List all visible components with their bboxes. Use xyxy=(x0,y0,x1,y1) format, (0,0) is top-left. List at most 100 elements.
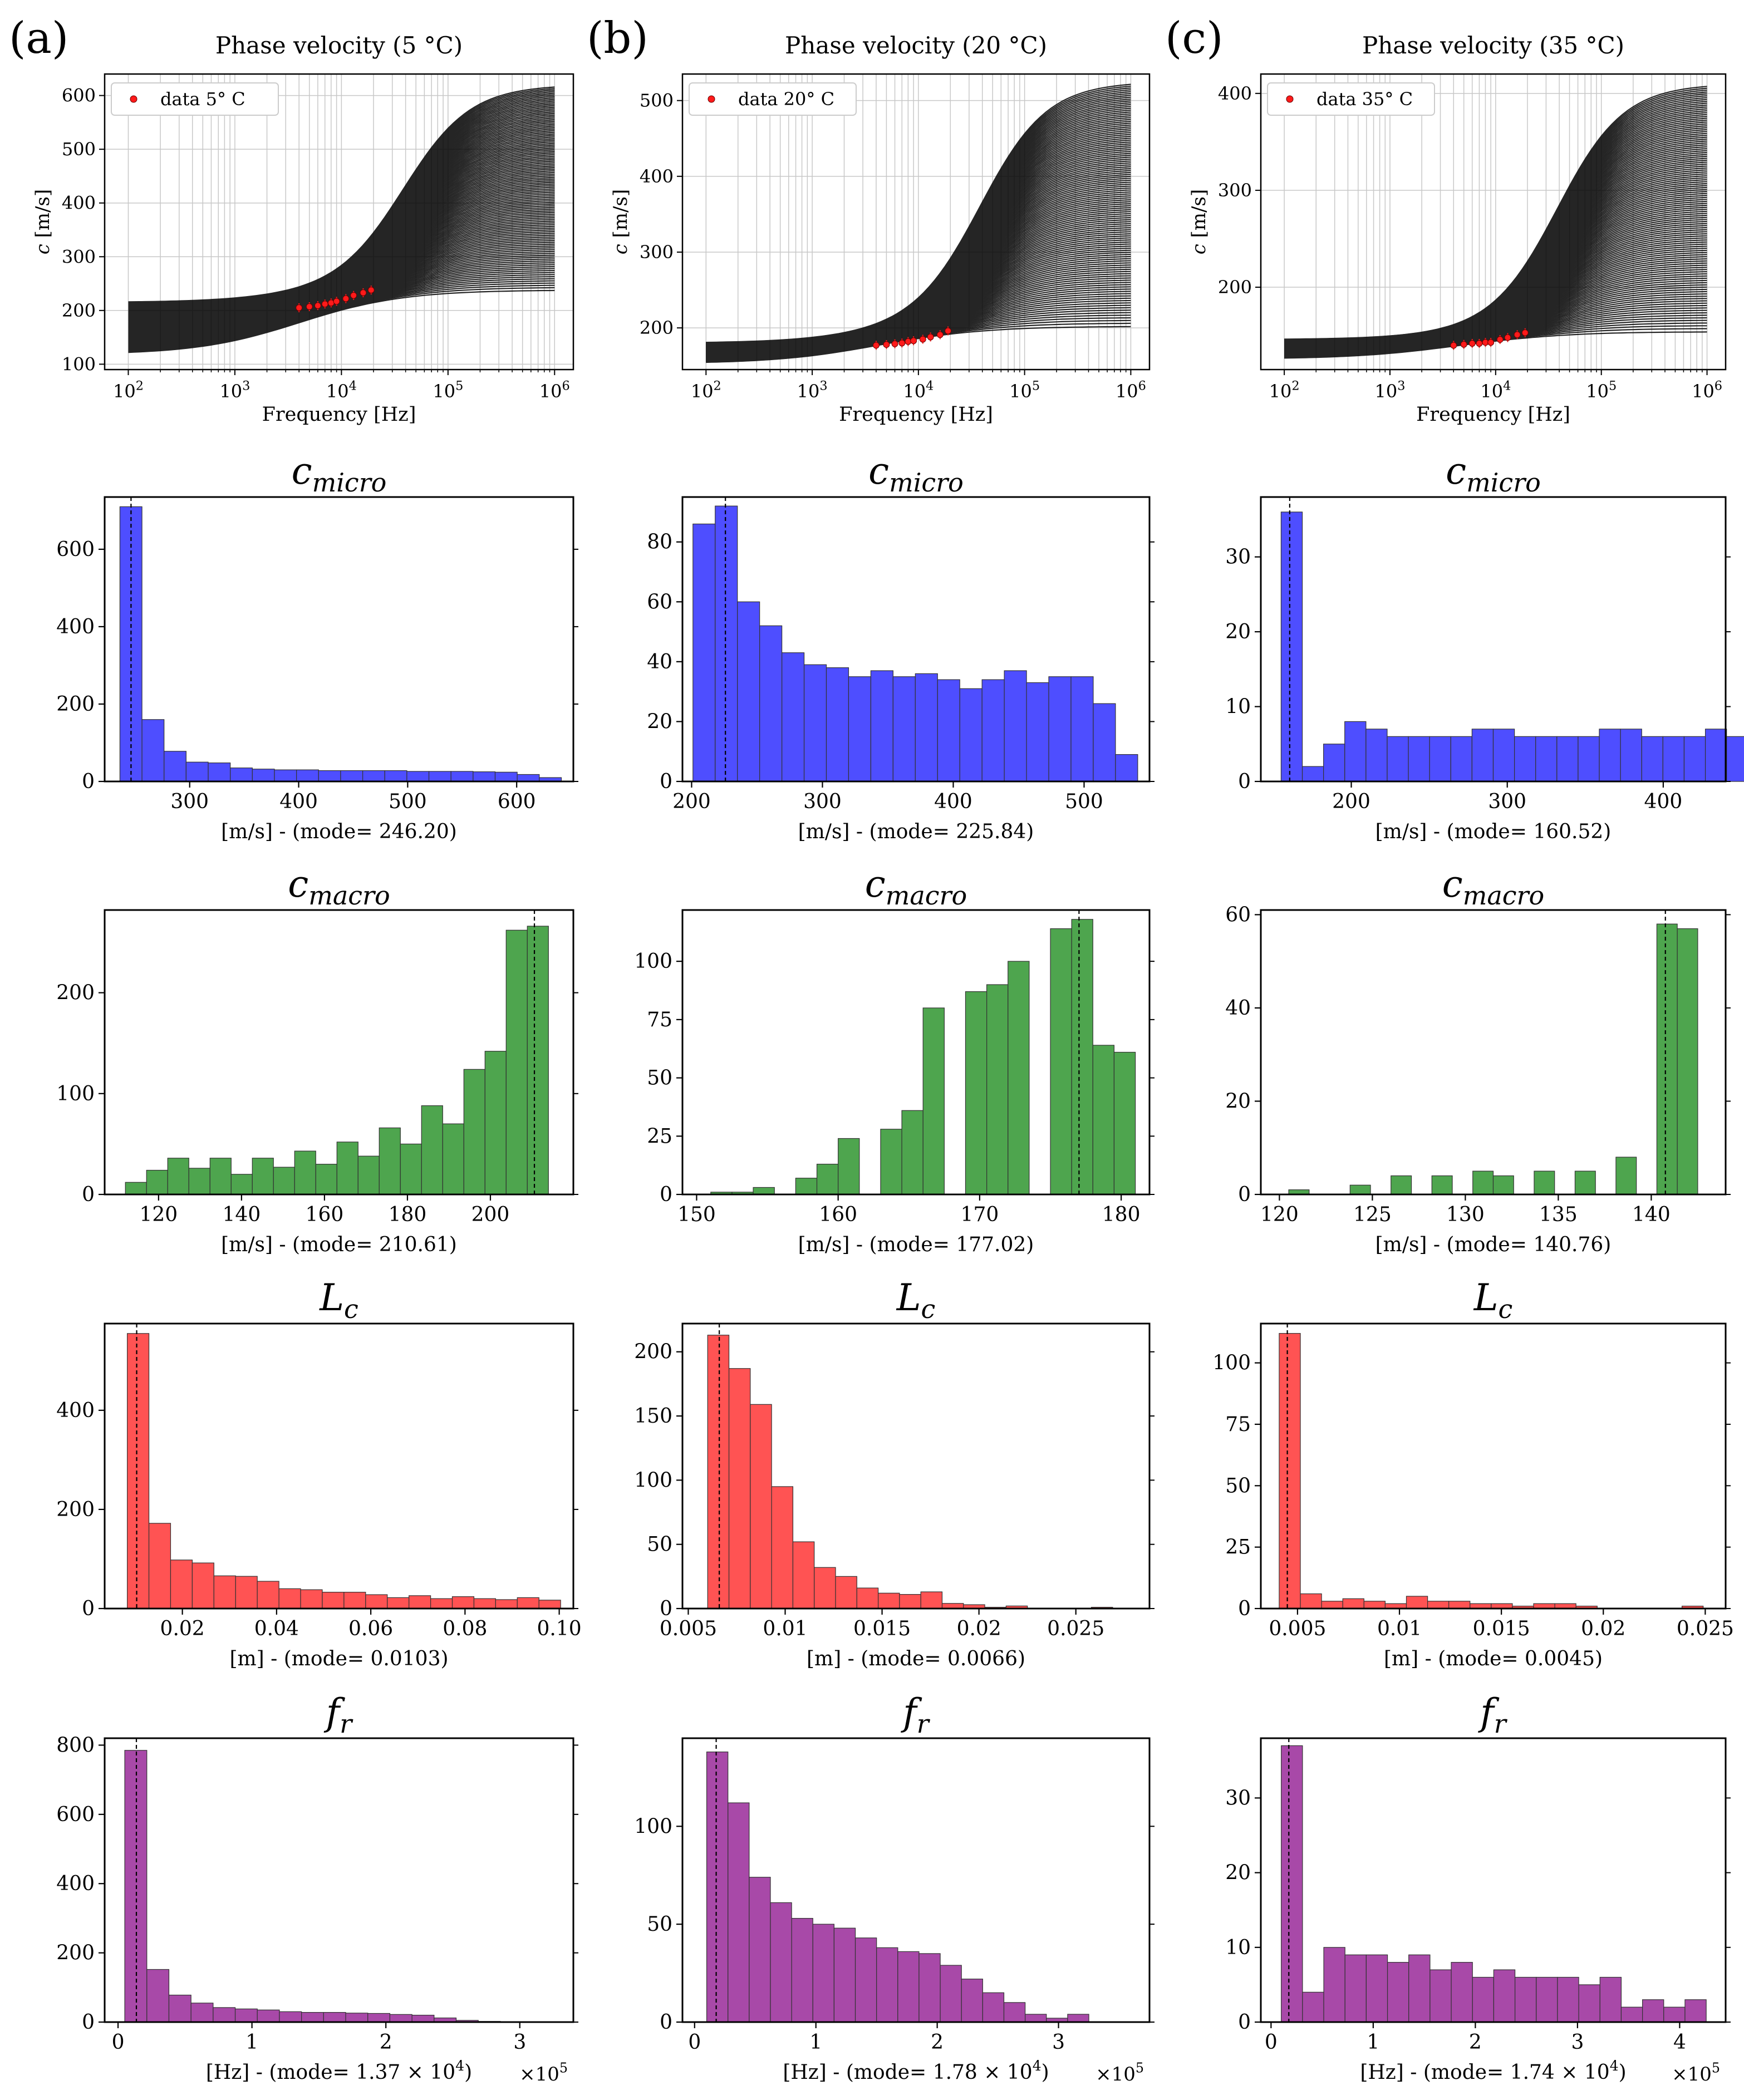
histogram-bar xyxy=(1408,736,1430,782)
y-tick-label: 75 xyxy=(647,1009,672,1031)
y-tick-label: 150 xyxy=(634,1405,672,1428)
x-tick-label: 0.005 xyxy=(1269,1617,1326,1640)
y-tick-label: 50 xyxy=(647,1913,672,1936)
x-tick-label: 2 xyxy=(1469,2031,1482,2054)
histogram-bar xyxy=(986,984,1009,1195)
data-point xyxy=(1496,336,1504,343)
histogram-bar xyxy=(795,1178,818,1195)
data-point xyxy=(910,337,917,345)
plot-frame xyxy=(1260,496,1727,783)
y-tick-label: 0 xyxy=(1238,2011,1251,2034)
histogram-bar xyxy=(1514,736,1536,782)
histogram-bar xyxy=(300,1589,323,1609)
histogram-bar xyxy=(1534,1171,1555,1195)
histogram-bar xyxy=(421,1105,443,1195)
histogram-bar xyxy=(937,679,960,782)
histogram-fr-(b): 0 1 2 3 0 50 100 fr [Hz] - (mode= 1.78 × 104) ×10… xyxy=(634,1691,1155,2086)
y-tick-label: 300 xyxy=(1218,180,1252,201)
phase-velocity-chart-(c): 102 103 104 105 106 200 300 400 Phase velocity (… xyxy=(1188,32,1727,426)
legend-marker xyxy=(130,95,137,103)
x-tick-label: 106 xyxy=(1116,379,1146,402)
data-point xyxy=(1460,341,1467,348)
y-tick-label: 40 xyxy=(1225,997,1251,1020)
histogram-bar xyxy=(1004,670,1027,782)
histogram-bar xyxy=(235,1576,258,1609)
histogram-micro-(a): 300 400 500 600 0 200 400 600 cmicro [m/s] - (mod… xyxy=(56,450,578,843)
chart-title: cmicro xyxy=(292,450,387,498)
y-axis-label: c [m/s] xyxy=(32,189,54,255)
data-point xyxy=(296,304,303,311)
legend-marker xyxy=(1286,95,1294,103)
x-tick-label: 180 xyxy=(389,1203,427,1226)
histogram-bar xyxy=(1321,1601,1343,1609)
histogram-bar xyxy=(1620,2006,1643,2023)
histogram-bar xyxy=(473,771,496,782)
phase-velocity-chart-(a): 102 103 104 105 106 100 200 300 400 500 600 Phase v… xyxy=(32,32,574,426)
histogram-bar xyxy=(1300,1593,1322,1609)
plot-frame xyxy=(1260,1737,1727,2023)
x-tick-label: 103 xyxy=(797,379,828,402)
histogram-bar xyxy=(1574,1171,1596,1195)
y-tick-label: 0 xyxy=(660,1597,672,1620)
histogram-bar xyxy=(252,1158,274,1195)
histogram-bar xyxy=(343,1592,366,1609)
chart-title: fr xyxy=(900,1691,930,1739)
curve-family xyxy=(128,86,555,353)
histogram-bar xyxy=(213,2007,236,2023)
histogram-bar xyxy=(279,2011,302,2023)
histogram-bar xyxy=(803,664,827,782)
plot-frame xyxy=(104,496,574,783)
y-tick-label: 400 xyxy=(640,166,674,187)
y-tick-label: 30 xyxy=(1225,546,1251,569)
x-tick-label: 200 xyxy=(1332,790,1370,813)
y-tick-label: 60 xyxy=(647,591,672,613)
histogram-bar xyxy=(812,1924,835,2023)
x-tick-label: 105 xyxy=(1586,379,1617,402)
chart-title: cmacro xyxy=(1442,863,1544,911)
histogram-bar xyxy=(1683,736,1706,782)
histogram-bar xyxy=(981,679,1005,782)
histogram-bar xyxy=(367,2013,391,2023)
y-tick-label: 600 xyxy=(62,85,96,106)
x-tick-label: 0.015 xyxy=(853,1617,911,1640)
y-tick-label: 400 xyxy=(56,616,95,638)
histogram-bar xyxy=(918,1953,941,2023)
x-tick-label: 0.005 xyxy=(660,1617,717,1640)
y-tick-label: 75 xyxy=(1225,1413,1251,1436)
histogram-bar xyxy=(1323,1947,1345,2023)
histogram-bar xyxy=(430,1598,453,1609)
histogram-bar xyxy=(411,2014,435,2023)
x-tick-label: 400 xyxy=(279,790,318,813)
phase-velocity-chart-(b): 102 103 104 105 106 200 300 400 500 Phase velocit… xyxy=(610,32,1151,426)
histogram-bar xyxy=(473,1598,496,1609)
data-point xyxy=(1514,331,1521,338)
y-tick-label: 30 xyxy=(1225,1787,1251,1809)
y-tick-label: 200 xyxy=(56,693,95,716)
x-tick-label: 1 xyxy=(1367,2031,1379,2054)
histogram-bar xyxy=(965,991,988,1195)
histogram-bar xyxy=(301,2012,324,2023)
histogram-bar xyxy=(1113,1051,1136,1195)
histogram-bar xyxy=(164,751,186,782)
data-point xyxy=(872,342,880,349)
chart-title: cmicro xyxy=(868,450,964,498)
y-axis-label: c [m/s] xyxy=(1188,189,1210,255)
x-tick-label: 102 xyxy=(1269,379,1300,402)
histogram-bar xyxy=(409,1595,431,1609)
y-tick-label: 200 xyxy=(634,1341,672,1364)
histogram-macro-(b): 150 160 170 180 0 25 50 75 100 cmacro [m/s] - (mod… xyxy=(634,863,1155,1256)
histogram-bar xyxy=(1093,703,1116,782)
histogram-micro-(c): 200 300 400 0 10 20 30 cmicro [m/s] - (mode= 160… xyxy=(1225,450,1744,843)
histogram-fr-(a): 0 1 2 3 0 200 400 600 800 fr [Hz] - (mode= 1.37 × … xyxy=(56,1691,578,2086)
histogram-bar xyxy=(406,771,430,782)
histogram-bar xyxy=(715,505,738,782)
data-point xyxy=(936,331,944,338)
histogram-bar xyxy=(278,1588,301,1609)
histogram-micro-(b): 200 300 400 500 0 20 40 60 80 cmicro [m/s] - (mode… xyxy=(647,450,1155,843)
histogram-bar xyxy=(706,1752,729,2023)
histogram-bar xyxy=(322,1592,345,1609)
y-tick-label: 100 xyxy=(56,1083,95,1105)
x-axis-label: [m/s] - (mode= 210.61) xyxy=(221,1233,457,1256)
histogram-bar xyxy=(517,1597,539,1609)
histogram-bar xyxy=(517,774,540,782)
